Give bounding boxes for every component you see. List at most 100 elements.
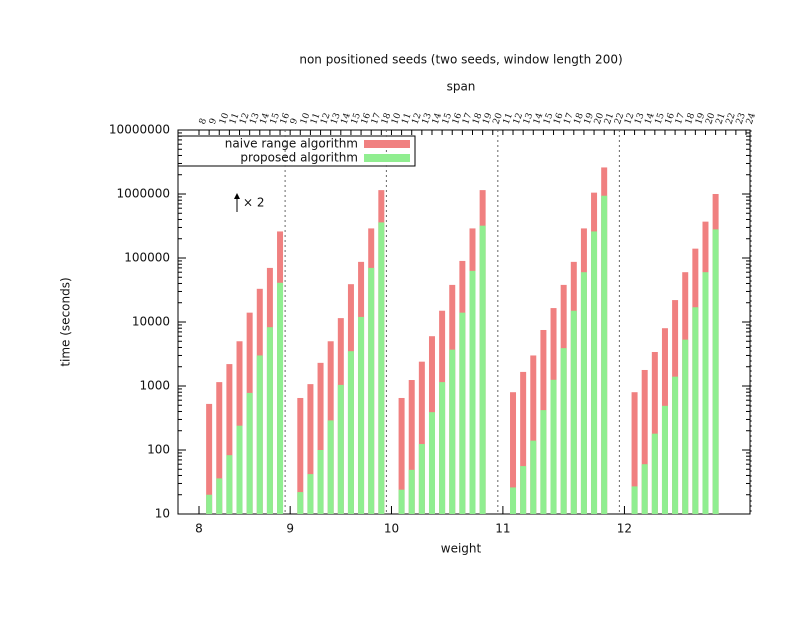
top-tick-label: 13 bbox=[329, 111, 342, 125]
bar bbox=[206, 494, 213, 514]
top-tick-label: 15 bbox=[542, 111, 555, 125]
top-tick-label: 16 bbox=[664, 111, 677, 125]
x-axis-label: weight bbox=[441, 542, 482, 556]
bar bbox=[631, 486, 638, 514]
y-tick-label: 10000 bbox=[132, 315, 170, 329]
top-tick-label: 17 bbox=[674, 111, 687, 125]
top-tick-label: 18 bbox=[684, 111, 697, 125]
bar bbox=[580, 272, 587, 514]
y-tick-label: 100 bbox=[147, 443, 170, 457]
top-tick-label: 13 bbox=[248, 111, 261, 125]
bar bbox=[256, 355, 263, 514]
y-tick-label: 10 bbox=[155, 507, 170, 521]
bar bbox=[692, 307, 699, 514]
top-tick-label: 19 bbox=[481, 111, 494, 125]
top-tick-label: 13 bbox=[633, 111, 646, 125]
bar bbox=[428, 412, 435, 514]
bar bbox=[702, 272, 709, 514]
top-tick-label: 12 bbox=[623, 112, 636, 126]
bar bbox=[550, 379, 557, 514]
top-tick-label: 22 bbox=[613, 112, 626, 126]
bar bbox=[408, 380, 415, 514]
bar bbox=[236, 425, 243, 514]
bar bbox=[317, 362, 324, 514]
top-tick-label: 10 bbox=[218, 111, 231, 125]
top-tick-label: 10 bbox=[390, 111, 403, 125]
top-tick-label: 16 bbox=[279, 111, 292, 125]
bar bbox=[206, 403, 213, 514]
x-tick-label: 11 bbox=[495, 522, 510, 536]
bar bbox=[469, 270, 476, 514]
bar bbox=[540, 410, 547, 514]
top-tick-label: 19 bbox=[694, 111, 707, 125]
bar bbox=[530, 440, 537, 514]
bar bbox=[510, 487, 517, 514]
bar bbox=[378, 222, 385, 514]
top-tick-label: 12 bbox=[319, 112, 332, 126]
bar bbox=[459, 312, 466, 514]
top-tick-label: 18 bbox=[471, 111, 484, 125]
top-tick-label: 15 bbox=[441, 111, 454, 125]
top-tick-label: 16 bbox=[451, 111, 464, 125]
top-tick-label: 18 bbox=[380, 111, 393, 125]
top-tick-label: 11 bbox=[228, 112, 241, 126]
bar bbox=[712, 229, 719, 514]
top-tick-label: 15 bbox=[269, 111, 282, 125]
bar bbox=[307, 384, 314, 514]
bar bbox=[641, 369, 648, 514]
bar bbox=[277, 282, 284, 514]
top-tick-label: 24 bbox=[745, 111, 758, 125]
bar bbox=[510, 392, 517, 514]
y-tick-label: 100000 bbox=[124, 251, 170, 265]
bar bbox=[682, 339, 689, 514]
y-tick-label: 10000000 bbox=[109, 123, 170, 137]
top-tick-label: 14 bbox=[643, 111, 656, 125]
bar bbox=[651, 351, 658, 514]
bar bbox=[560, 348, 567, 514]
top-tick-label: 17 bbox=[562, 111, 575, 125]
top-tick-label: 20 bbox=[704, 111, 717, 125]
bar bbox=[266, 327, 273, 514]
top-tick-label: 12 bbox=[410, 112, 423, 126]
top-axis-label: span bbox=[447, 80, 476, 94]
bar bbox=[358, 316, 365, 514]
bar bbox=[317, 450, 324, 514]
top-tick-label: 14 bbox=[431, 111, 444, 125]
top-tick-label: 17 bbox=[370, 111, 383, 125]
top-tick-label: 22 bbox=[725, 112, 738, 126]
x-tick-label: 12 bbox=[617, 522, 632, 536]
bar bbox=[347, 351, 354, 514]
annotation: × 2 bbox=[243, 196, 265, 210]
bar bbox=[641, 464, 648, 514]
bar bbox=[408, 469, 415, 514]
top-tick-label: 18 bbox=[573, 111, 586, 125]
bar bbox=[449, 349, 456, 514]
bar bbox=[327, 420, 334, 514]
bar bbox=[216, 478, 223, 514]
bar bbox=[418, 444, 425, 514]
top-tick-label: 12 bbox=[238, 112, 251, 126]
legend-label: naive range algorithm bbox=[225, 137, 358, 151]
top-tick-label: 15 bbox=[350, 111, 363, 125]
top-tick-label: 23 bbox=[735, 111, 748, 125]
bar bbox=[216, 382, 223, 514]
bar bbox=[418, 361, 425, 514]
y-tick-label: 1000000 bbox=[117, 187, 170, 201]
bar bbox=[520, 371, 527, 514]
bar bbox=[672, 376, 679, 514]
top-tick-label: 14 bbox=[259, 111, 272, 125]
x-tick-label: 8 bbox=[195, 522, 203, 536]
bar bbox=[246, 392, 253, 514]
top-tick-label: 9 bbox=[289, 117, 300, 126]
bar bbox=[297, 397, 304, 514]
legend-swatch bbox=[364, 154, 410, 162]
y-axis-label: time (seconds) bbox=[59, 277, 73, 366]
bar bbox=[226, 364, 233, 514]
bar bbox=[398, 397, 405, 514]
x-tick-label: 10 bbox=[384, 522, 399, 536]
top-tick-label: 11 bbox=[400, 112, 413, 126]
top-tick-label: 10 bbox=[299, 111, 312, 125]
annotation-box bbox=[228, 190, 270, 216]
bar bbox=[601, 195, 608, 514]
